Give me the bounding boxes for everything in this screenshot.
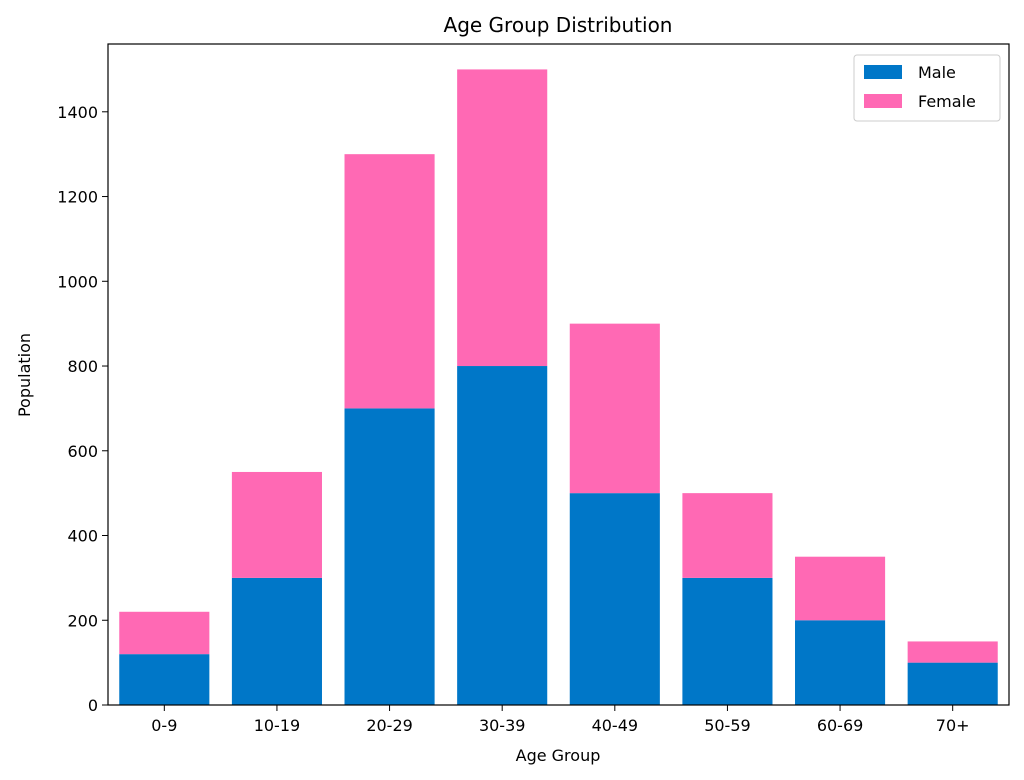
bar-female-0-9 xyxy=(119,611,210,655)
bar-male-40-49 xyxy=(569,493,660,705)
bar-female-40-49 xyxy=(569,323,660,494)
x-tick-label: 60-69 xyxy=(817,716,864,735)
bars-group xyxy=(119,69,998,705)
y-tick-label: 800 xyxy=(67,357,98,376)
x-axis-label: Age Group xyxy=(516,746,601,765)
legend-label-female: Female xyxy=(918,92,976,111)
y-axis-label: Population xyxy=(15,333,34,417)
chart-title: Age Group Distribution xyxy=(444,13,673,37)
x-tick-label: 0-9 xyxy=(151,716,177,735)
y-tick-label: 1000 xyxy=(57,272,98,291)
x-axis-ticks: 0-9 10-19 20-29 30-39 40-49 50-59 60-69 70+ xyxy=(151,705,970,735)
x-tick-label: 70+ xyxy=(936,716,970,735)
bar-female-30-39 xyxy=(457,69,548,367)
y-tick-label: 600 xyxy=(67,442,98,461)
bar-male-70+ xyxy=(907,662,998,705)
legend-swatch-female xyxy=(864,94,902,108)
y-axis-ticks: 0 200 400 600 800 1000 1200 1400 xyxy=(57,103,108,715)
legend: Male Female xyxy=(853,54,1001,122)
x-tick-label: 50-59 xyxy=(704,716,751,735)
bar-male-0-9 xyxy=(119,654,210,705)
bar-male-60-69 xyxy=(795,620,886,705)
bar-male-50-59 xyxy=(682,577,773,705)
x-tick-label: 10-19 xyxy=(254,716,301,735)
plot-frame xyxy=(107,43,1010,706)
x-tick-label: 20-29 xyxy=(366,716,413,735)
bar-female-70+ xyxy=(907,641,998,663)
legend-label-male: Male xyxy=(918,63,956,82)
x-tick-label: 30-39 xyxy=(479,716,526,735)
y-tick-label: 1200 xyxy=(57,188,98,207)
y-tick-label: 200 xyxy=(67,611,98,630)
bar-female-50-59 xyxy=(682,493,773,578)
bar-male-10-19 xyxy=(231,577,322,705)
bar-male-20-29 xyxy=(344,408,435,705)
legend-swatch-male xyxy=(864,65,902,79)
x-tick-label: 40-49 xyxy=(592,716,639,735)
y-tick-label: 0 xyxy=(88,696,98,715)
y-tick-label: 400 xyxy=(67,527,98,546)
bar-female-20-29 xyxy=(344,154,435,409)
bar-female-60-69 xyxy=(795,556,886,621)
y-tick-label: 1400 xyxy=(57,103,98,122)
bar-female-10-19 xyxy=(231,471,322,578)
bar-male-30-39 xyxy=(457,366,548,705)
